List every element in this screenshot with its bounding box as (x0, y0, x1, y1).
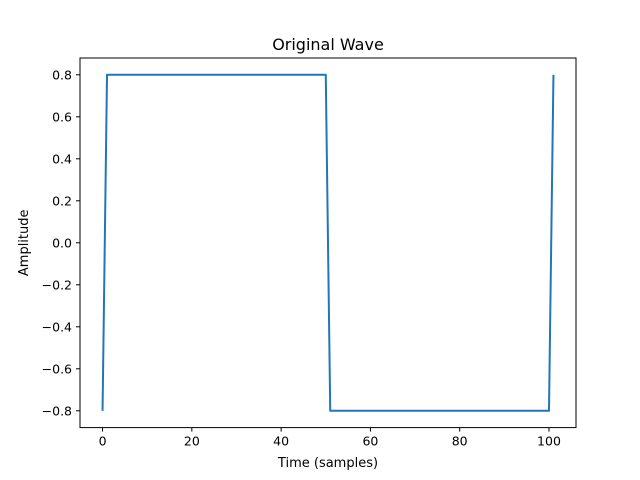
x-tick-label: 60 (362, 434, 378, 449)
x-axis: 0 20 40 60 80 100 (99, 427, 561, 449)
plot-series (101, 73, 555, 412)
x-axis-label: Time (samples) (277, 456, 378, 471)
y-axis-label: Amplitude (17, 209, 32, 276)
x-tick-label: 80 (452, 434, 468, 449)
x-tick-label: 20 (184, 434, 200, 449)
x-tick-label: 40 (273, 434, 289, 449)
y-tick-label: 0.0 (52, 235, 72, 250)
chart-title: Original Wave (272, 35, 384, 54)
x-tick-label: 0 (99, 434, 107, 449)
y-tick-label: 0.6 (52, 109, 72, 124)
y-tick-label: −0.6 (42, 361, 72, 376)
y-axis: −0.8 −0.6 −0.4 −0.2 0.0 0.2 0.4 0.6 0.8 (42, 67, 80, 418)
y-tick-label: −0.8 (42, 403, 72, 418)
y-tick-label: 0.8 (52, 67, 72, 82)
y-tick-label: 0.4 (52, 151, 72, 166)
y-tick-label: −0.4 (42, 319, 72, 334)
y-tick-label: 0.2 (52, 193, 72, 208)
series-line-0 (101, 73, 555, 412)
x-tick-label: 100 (537, 434, 561, 449)
y-tick-label: −0.2 (42, 277, 72, 292)
